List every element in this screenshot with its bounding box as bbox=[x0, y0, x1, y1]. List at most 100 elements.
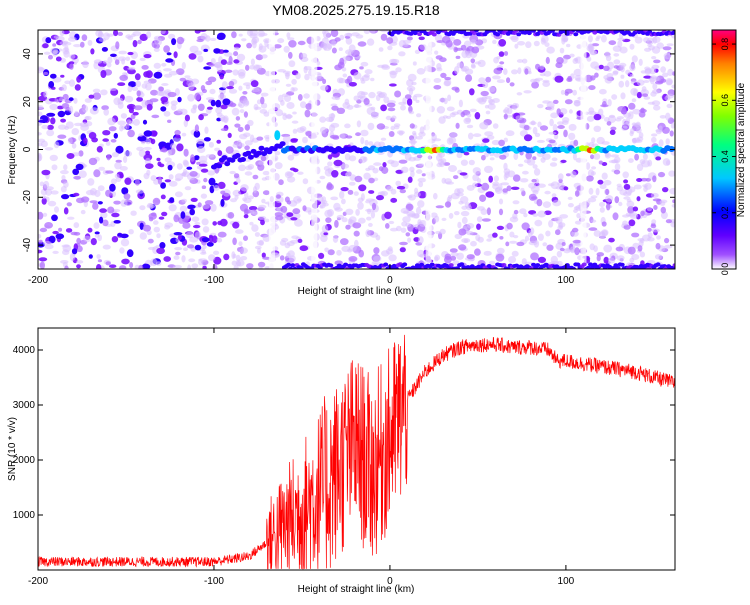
spectrogram-speckle bbox=[115, 41, 120, 50]
spectrogram-speckle bbox=[549, 162, 558, 167]
spectrogram-speckle bbox=[353, 104, 362, 108]
spectrogram-speckle bbox=[117, 31, 124, 36]
spectrogram-speckle bbox=[603, 179, 612, 186]
snr-x-tick-label: -200 bbox=[28, 576, 48, 587]
spectrogram-speckle bbox=[82, 104, 89, 113]
spectrogram-speckle bbox=[558, 222, 566, 228]
spectrogram-speckle bbox=[257, 247, 261, 254]
spectrogram-speckle bbox=[622, 122, 630, 129]
spectrogram-speckle bbox=[456, 62, 463, 69]
spectrogram-speckle bbox=[125, 56, 131, 62]
spectrogram-speckle bbox=[522, 170, 529, 175]
spectrogram-speckle bbox=[99, 216, 104, 224]
spectrogram-speckle bbox=[83, 235, 92, 243]
spectrogram-speckle bbox=[42, 212, 48, 217]
spectrogram-speckle bbox=[376, 123, 386, 130]
spectrogram-speckle bbox=[202, 265, 207, 269]
spectrogram-speckle bbox=[219, 74, 224, 80]
spectrogram-speckle bbox=[118, 50, 127, 55]
spectrogram-speckle bbox=[258, 161, 265, 166]
spectrogram-speckle bbox=[548, 220, 554, 228]
spectrogram-speckle bbox=[193, 130, 201, 138]
spectrogram-speckle bbox=[220, 198, 225, 207]
spectrogram-speckle bbox=[370, 106, 376, 111]
spectrogram-speckle bbox=[196, 165, 202, 170]
spectrogram-speckle bbox=[382, 162, 387, 168]
spectrogram-speckle bbox=[493, 175, 499, 182]
spectrogram-speckle bbox=[605, 188, 610, 196]
spectrogram-speckle bbox=[647, 260, 656, 264]
spectrogram-edge-band bbox=[541, 30, 547, 33]
spectrogram-speckle bbox=[419, 253, 427, 258]
spectrogram-speckle bbox=[598, 231, 606, 239]
spectrogram-speckle bbox=[368, 91, 376, 99]
spectrogram-speckle bbox=[193, 155, 200, 161]
spectrogram-speckle bbox=[303, 65, 308, 74]
spectrogram-speckle bbox=[408, 140, 418, 144]
spectrogram-speckle bbox=[574, 220, 582, 225]
spectrogram-speckle bbox=[572, 227, 579, 233]
spectrogram-speckle bbox=[349, 181, 356, 186]
spectrogram-speckle bbox=[545, 56, 550, 65]
spectrogram-speckle bbox=[515, 115, 523, 121]
snr-y-tick-label: 4000 bbox=[13, 345, 36, 356]
spectrogram-speckle bbox=[605, 195, 614, 203]
spectrogram-speckle bbox=[223, 115, 229, 124]
spectrogram-speckle bbox=[495, 253, 505, 262]
spectrogram-speckle bbox=[43, 90, 48, 98]
spectrogram-speckle bbox=[590, 219, 597, 223]
spectrogram-speckle bbox=[304, 109, 311, 118]
spectrogram-speckle bbox=[47, 124, 54, 130]
spectrogram-speckle bbox=[407, 73, 417, 82]
spectrogram-speckle bbox=[340, 133, 346, 139]
spectrogram-speckle bbox=[153, 226, 160, 233]
spectrogram-speckle bbox=[604, 77, 613, 84]
spectrogram-speckle bbox=[504, 107, 510, 114]
spectrogram-speckle bbox=[458, 99, 463, 108]
spectrogram-speckle bbox=[73, 192, 80, 197]
spectrogram-speckle bbox=[597, 179, 604, 185]
spectrogram-speckle bbox=[290, 217, 298, 221]
spectrogram-speckle bbox=[481, 154, 486, 161]
spectrogram-speckle bbox=[380, 137, 387, 141]
spectrogram-speckle bbox=[669, 187, 675, 195]
spectrogram-speckle bbox=[286, 200, 292, 205]
spectrogram-speckle bbox=[454, 211, 460, 216]
spectrogram-speckle bbox=[477, 236, 484, 243]
spectrogram-speckle bbox=[158, 86, 164, 92]
spectrogram-speckle bbox=[216, 112, 223, 117]
spectrogram-edge-band bbox=[493, 266, 498, 269]
spectrogram-speckle bbox=[338, 77, 346, 84]
spectrogram-speckle bbox=[197, 103, 205, 112]
spectrogram-speckle bbox=[465, 74, 473, 82]
spectrogram-speckle bbox=[396, 185, 406, 190]
spectrogram-speckle bbox=[61, 194, 70, 200]
spectrogram-speckle bbox=[191, 263, 199, 269]
spectrogram-speckle bbox=[84, 98, 92, 103]
spectrogram-speckle bbox=[220, 104, 228, 110]
spectrogram-speckle bbox=[94, 231, 100, 235]
spectrogram-speckle bbox=[238, 33, 243, 37]
spectrogram-speckle bbox=[172, 264, 182, 269]
spectrogram-speckle bbox=[476, 97, 484, 103]
spectrogram-speckle bbox=[405, 232, 411, 237]
spectrogram-x-tick-label: -100 bbox=[204, 275, 224, 286]
spectrogram-speckle bbox=[564, 99, 573, 105]
spectrogram-speckle bbox=[608, 114, 616, 118]
spectrogram-speckle bbox=[510, 186, 520, 190]
spectrogram-speckle bbox=[458, 244, 467, 251]
spectrogram-speckle bbox=[476, 223, 481, 230]
spectrogram-speckle bbox=[399, 189, 406, 194]
spectrogram-speckle bbox=[321, 224, 329, 233]
spectrogram-speckle bbox=[556, 250, 563, 258]
spectrogram-speckle bbox=[349, 216, 357, 224]
spectrogram-speckle bbox=[387, 107, 396, 112]
spectrogram-speckle bbox=[168, 174, 174, 180]
spectrogram-speckle bbox=[386, 102, 396, 108]
spectrogram-speckle bbox=[416, 113, 422, 118]
spectrogram-speckle bbox=[662, 158, 671, 166]
spectrogram-speckle bbox=[530, 78, 538, 83]
spectrogram-speckle bbox=[644, 182, 652, 190]
spectrogram-speckle bbox=[352, 222, 362, 229]
spectrogram-speckle bbox=[176, 143, 184, 152]
